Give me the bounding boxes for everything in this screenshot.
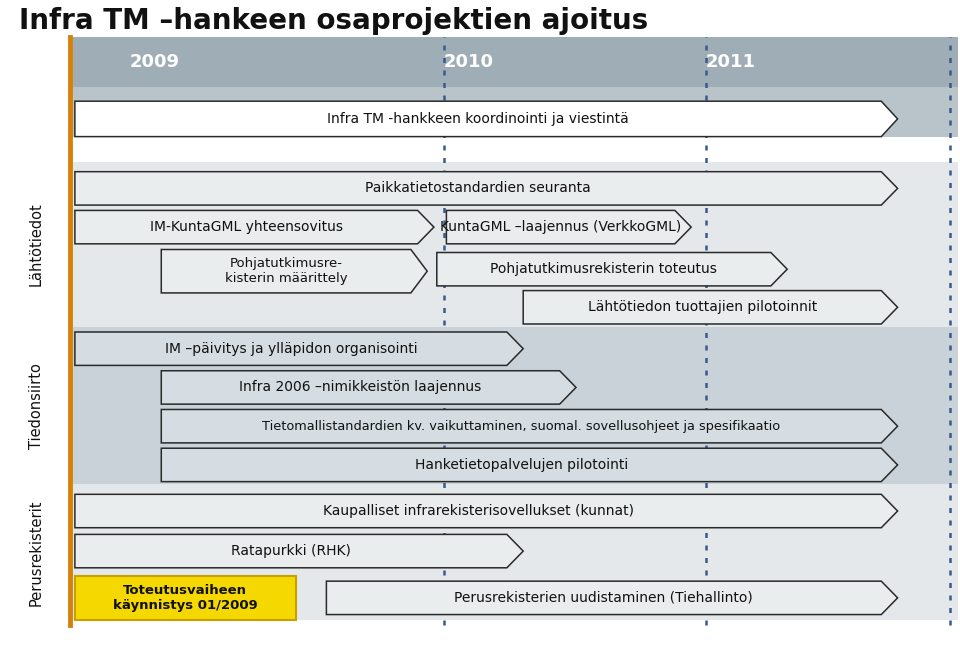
Text: Tietomallistandardien kv. vaikuttaminen, suomal. sovellusohjeet ja spesifikaatio: Tietomallistandardien kv. vaikuttaminen,…: [262, 420, 780, 433]
Polygon shape: [446, 210, 691, 244]
Text: KuntaGML –laajennus (VerkkoGML): KuntaGML –laajennus (VerkkoGML): [440, 220, 682, 234]
Text: Lähtötiedot: Lähtötiedot: [29, 202, 44, 287]
Text: Infra 2006 –nimikkeistön laajennus: Infra 2006 –nimikkeistön laajennus: [239, 381, 482, 394]
Text: 2010: 2010: [444, 53, 493, 71]
Polygon shape: [75, 210, 434, 244]
Bar: [70, 37, 958, 87]
Text: Tiedonsiirto: Tiedonsiirto: [29, 363, 44, 449]
Polygon shape: [437, 253, 787, 286]
Text: Pohjatutkimusre-
kisterin määrittely: Pohjatutkimusre- kisterin määrittely: [225, 257, 348, 285]
Text: Perusrekisterit: Perusrekisterit: [29, 499, 44, 606]
Polygon shape: [75, 534, 523, 568]
Text: Kaupalliset infrarekisterisovellukset (kunnat): Kaupalliset infrarekisterisovellukset (k…: [323, 504, 634, 518]
Text: Hanketietopalvelujen pilotointi: Hanketietopalvelujen pilotointi: [415, 458, 628, 472]
Polygon shape: [75, 576, 296, 620]
Polygon shape: [326, 581, 898, 615]
Bar: [70, 162, 958, 327]
Text: Toteutusvaiheen
käynnistys 01/2009: Toteutusvaiheen käynnistys 01/2009: [113, 584, 257, 612]
Text: Infra TM –hankeen osaprojektien ajoitus: Infra TM –hankeen osaprojektien ajoitus: [19, 7, 648, 35]
Polygon shape: [75, 332, 523, 365]
Text: Paikkatietostandardien seuranta: Paikkatietostandardien seuranta: [365, 182, 591, 195]
Polygon shape: [523, 291, 898, 324]
Text: Ratapurkki (RHK): Ratapurkki (RHK): [231, 544, 350, 558]
Text: 2011: 2011: [706, 53, 756, 71]
Text: Infra TM -hankkeen koordinointi ja viestintä: Infra TM -hankkeen koordinointi ja viest…: [327, 112, 629, 126]
Text: Perusrekisterien uudistaminen (Tiehallinto): Perusrekisterien uudistaminen (Tiehallin…: [454, 591, 754, 605]
Text: Lähtötiedon tuottajien pilotoinnit: Lähtötiedon tuottajien pilotoinnit: [588, 301, 817, 314]
Polygon shape: [161, 448, 898, 482]
Bar: [70, 484, 958, 620]
Text: IM-KuntaGML yhteensovitus: IM-KuntaGML yhteensovitus: [150, 220, 343, 234]
Polygon shape: [75, 172, 898, 205]
Text: Pohjatutkimusrekisterin toteutus: Pohjatutkimusrekisterin toteutus: [491, 263, 717, 276]
Text: IM –päivitys ja ylläpidon organisointi: IM –päivitys ja ylläpidon organisointi: [164, 342, 418, 355]
Bar: [75, 576, 296, 620]
Polygon shape: [161, 371, 576, 404]
Polygon shape: [161, 250, 427, 293]
Bar: [70, 87, 958, 137]
Text: 2009: 2009: [130, 53, 180, 71]
Bar: [70, 327, 958, 484]
Polygon shape: [75, 101, 898, 136]
Polygon shape: [161, 409, 898, 443]
Polygon shape: [75, 494, 898, 528]
